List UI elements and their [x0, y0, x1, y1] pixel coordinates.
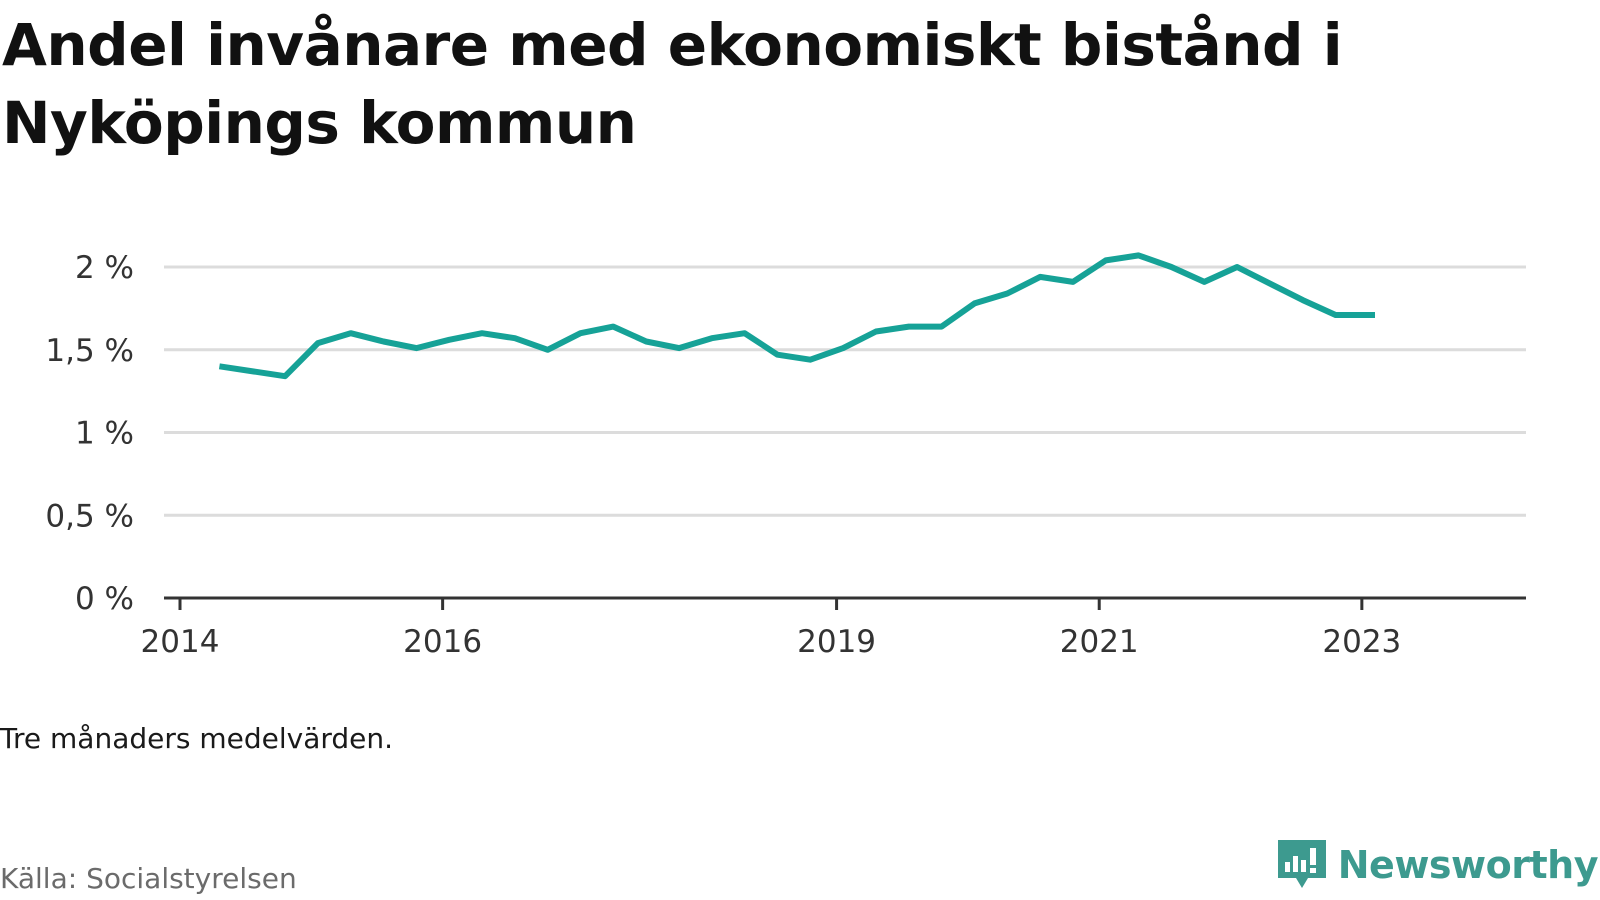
y-tick-label: 0,5 %: [45, 498, 134, 534]
x-axis: 2014 2016 2019 2021 2023: [141, 598, 1401, 660]
y-tick-label: 2 %: [75, 250, 134, 286]
newsworthy-logo-icon: [1277, 840, 1326, 888]
x-tick-label: 2016: [403, 624, 482, 660]
x-tick-label: 2019: [797, 624, 876, 660]
line-chart: 0 % 0,5 % 1 % 1,5 % 2 % 2014 2016 2019 2021 2023: [45, 250, 1526, 660]
y-tick-label: 1,5 %: [45, 333, 134, 369]
y-axis: 0 % 0,5 % 1 % 1,5 % 2 %: [45, 250, 134, 617]
x-tick-label: 2021: [1060, 624, 1139, 660]
source-label: Källa: Socialstyrelsen: [0, 862, 297, 895]
brand-name: Newsworthy: [1337, 843, 1599, 887]
x-tick-label: 2014: [141, 624, 220, 660]
grid-lines: [164, 265, 1526, 517]
brand-logo[interactable]: Newsworthy: [1274, 838, 1599, 892]
chart-title: Andel invånare med ekonomiskt bistånd i …: [2, 11, 1343, 157]
data-line-series: [218, 252, 1375, 380]
y-tick-label: 0 %: [75, 581, 134, 617]
x-tick-label: 2023: [1322, 624, 1401, 660]
y-tick-label: 1 %: [75, 416, 134, 452]
chart-note: Tre månaders medelvärden.: [0, 722, 394, 755]
